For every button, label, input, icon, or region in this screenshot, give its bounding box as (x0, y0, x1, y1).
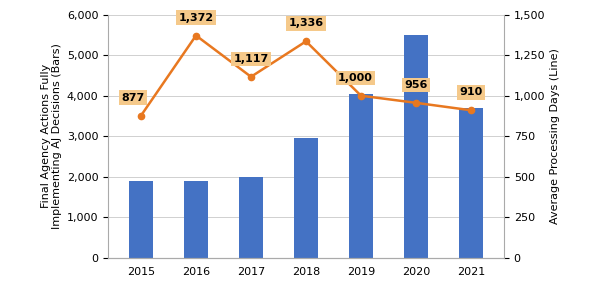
Bar (184, 181, 208, 258)
Bar (293, 138, 319, 258)
Y-axis label: Average Processing Days (Line): Average Processing Days (Line) (550, 48, 560, 224)
Text: 956: 956 (404, 80, 428, 90)
Text: 910: 910 (460, 87, 482, 97)
Bar (404, 35, 428, 258)
Text: 1,000: 1,000 (338, 73, 373, 83)
Text: 1,336: 1,336 (289, 18, 323, 28)
Bar (458, 108, 484, 258)
Y-axis label: Final Agency Actions Fully
Implementing AJ Decisions (Bars): Final Agency Actions Fully Implementing … (41, 43, 62, 229)
Text: 877: 877 (121, 93, 145, 103)
Text: 1,372: 1,372 (178, 12, 214, 22)
Bar (128, 181, 154, 258)
Text: 1,117: 1,117 (233, 54, 269, 64)
Bar (239, 177, 263, 258)
Bar (349, 94, 373, 258)
